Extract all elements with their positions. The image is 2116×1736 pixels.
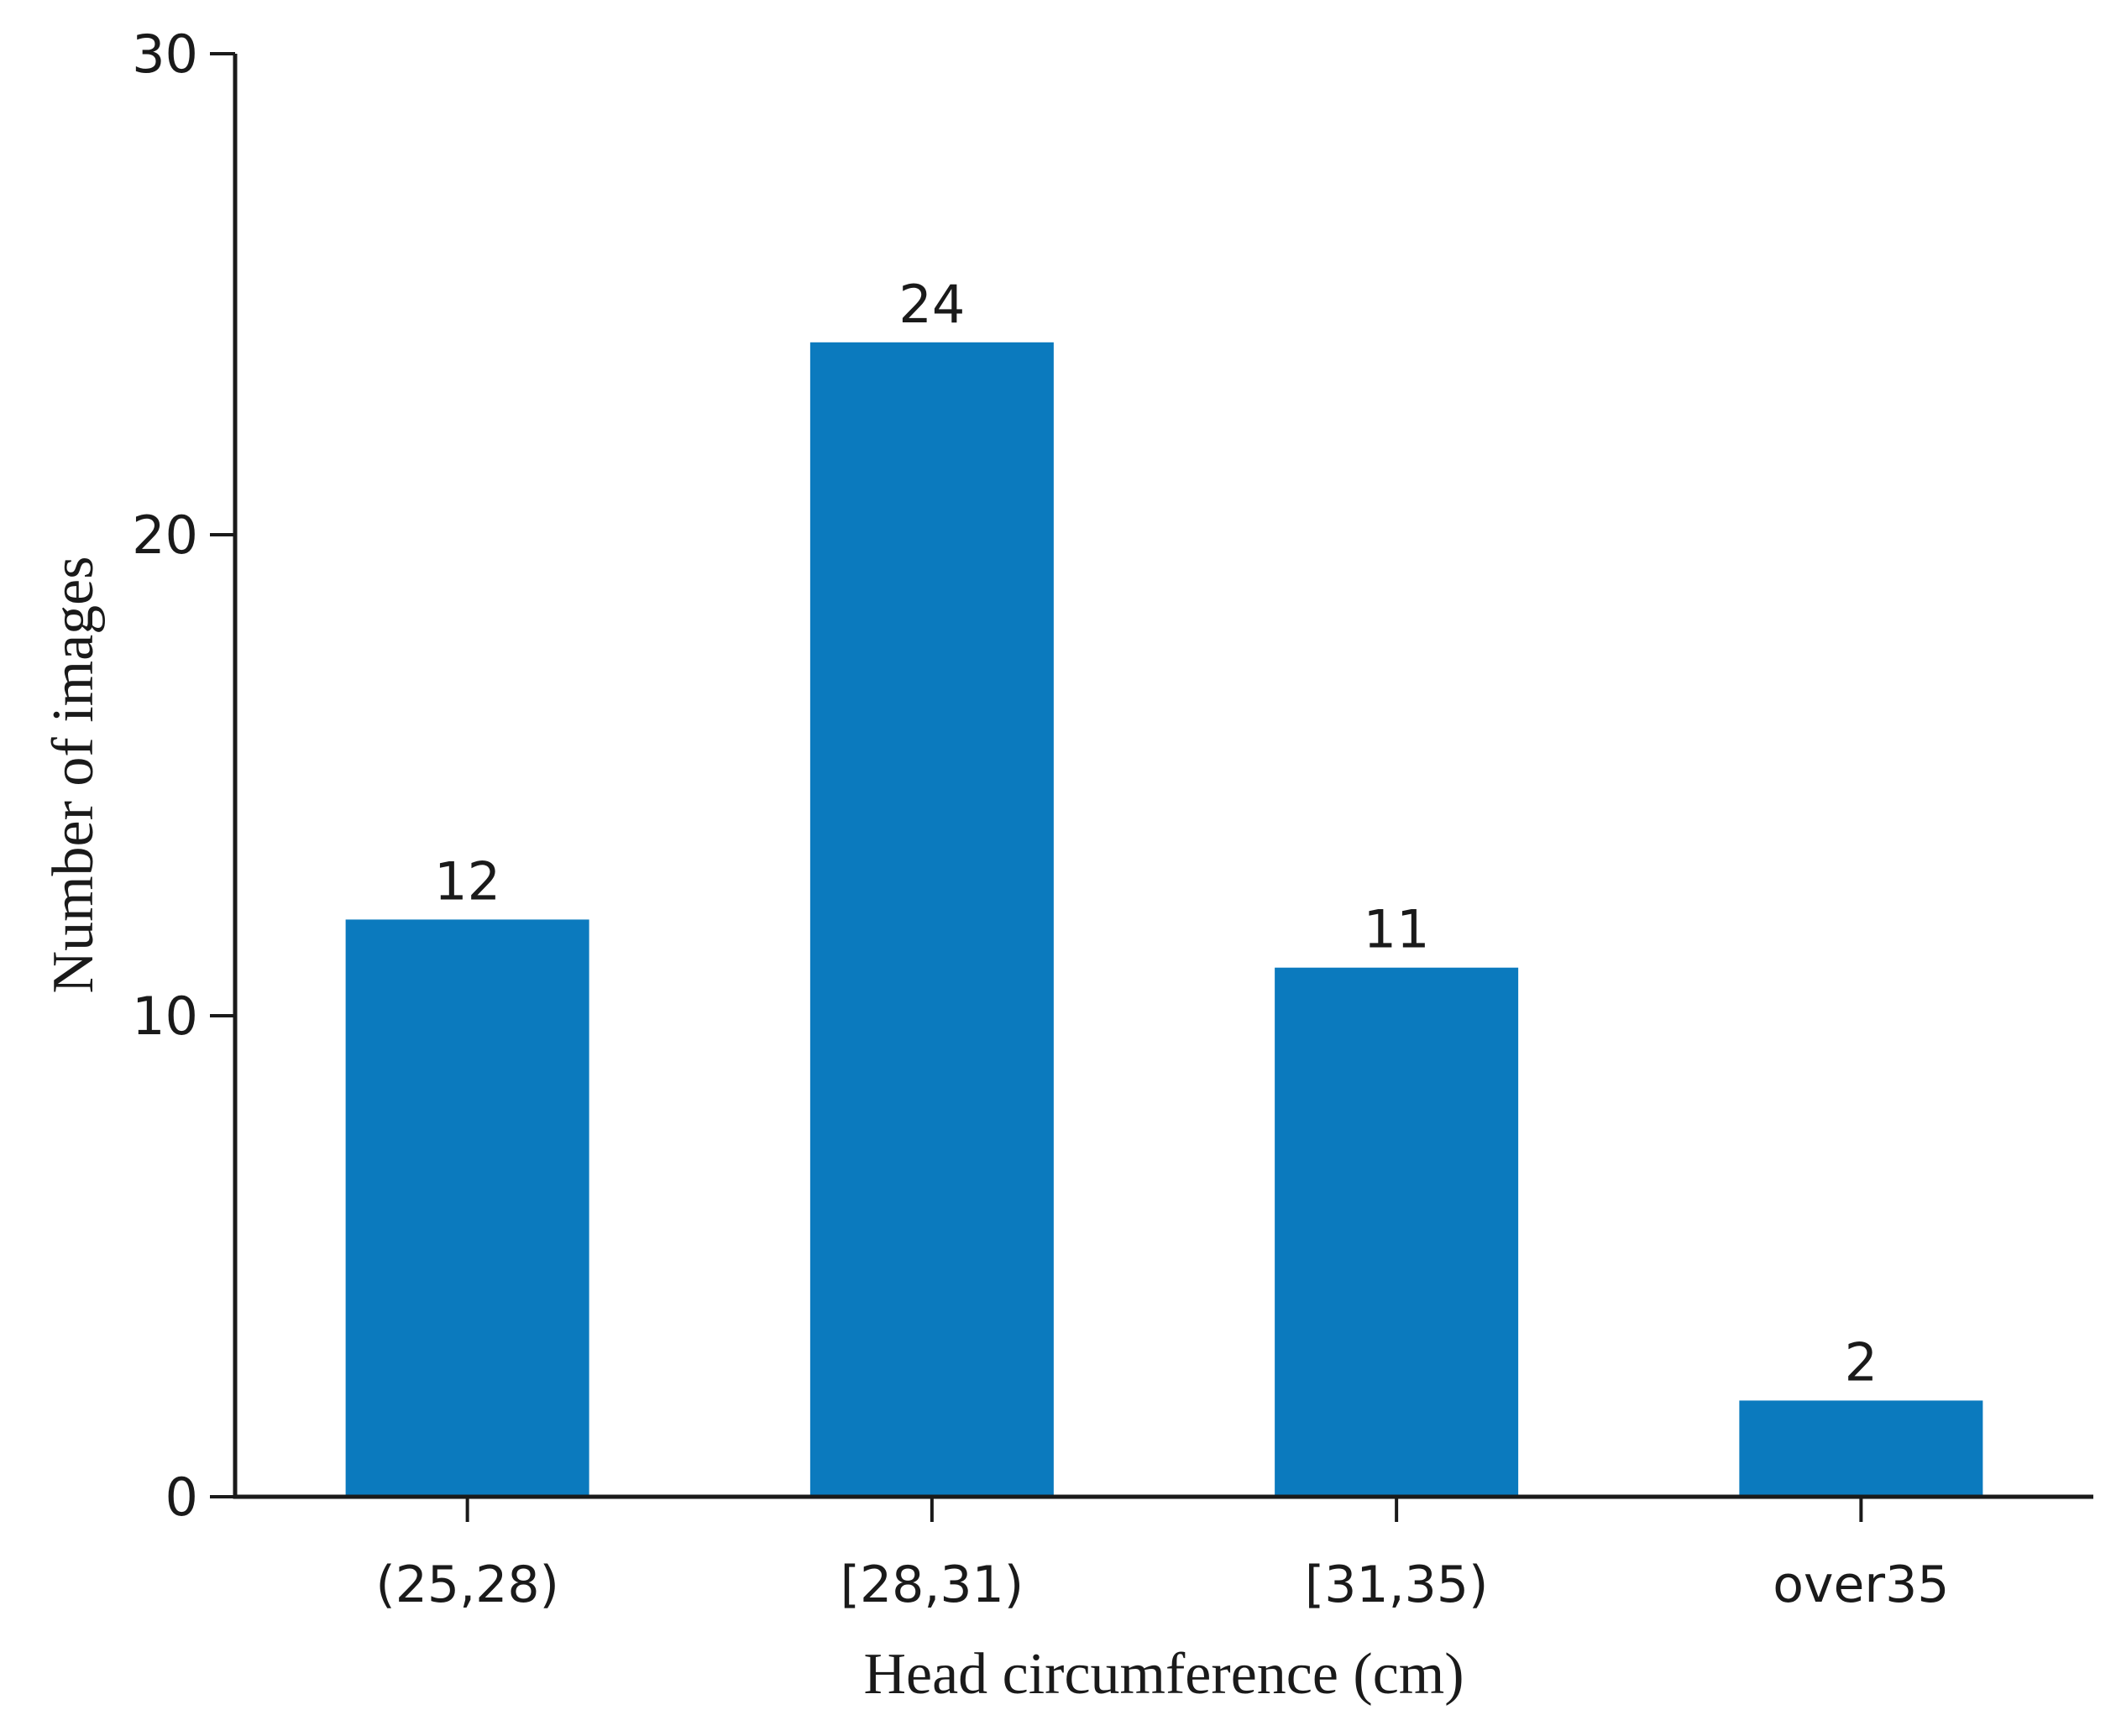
x-tick-label: [28,31) — [841, 1556, 1024, 1614]
y-tick-label: 30 — [132, 24, 198, 85]
bar-[31,35) — [1275, 967, 1519, 1497]
bar-value-label: 24 — [898, 274, 965, 335]
y-axis-title: Number of images — [41, 556, 106, 994]
bar-value-label: 11 — [1364, 899, 1430, 960]
x-tick-label: (25,28) — [375, 1556, 559, 1614]
bar-value-label: 12 — [434, 850, 500, 912]
x-tick-label: [31,35) — [1305, 1556, 1489, 1614]
bar-over35 — [1739, 1400, 1983, 1497]
bar-(25,28) — [345, 919, 589, 1497]
x-axis-title: Head circumference (cm) — [863, 1642, 1464, 1707]
bar-[28,31) — [809, 342, 1054, 1497]
y-tick-label: 0 — [165, 1467, 198, 1528]
y-tick-label: 20 — [132, 505, 198, 566]
x-tick-label: over35 — [1773, 1556, 1949, 1614]
bar-value-label: 2 — [1845, 1331, 1878, 1393]
y-tick-label: 10 — [132, 986, 198, 1047]
